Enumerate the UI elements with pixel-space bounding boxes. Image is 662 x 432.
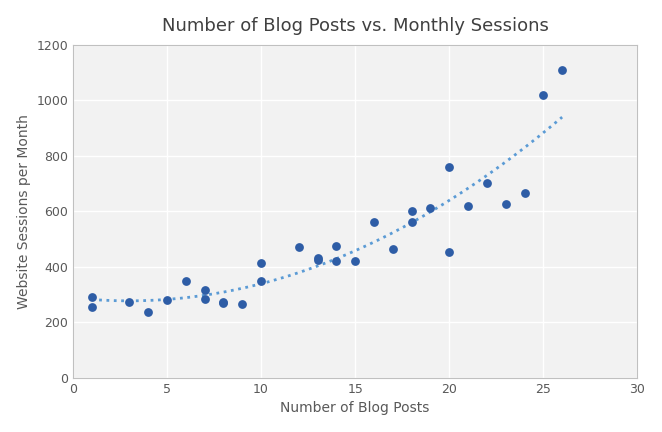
Y-axis label: Website Sessions per Month: Website Sessions per Month — [17, 114, 30, 309]
Point — [444, 248, 455, 255]
X-axis label: Number of Blog Posts: Number of Blog Posts — [281, 401, 430, 415]
Point — [369, 219, 379, 226]
Point — [256, 277, 266, 284]
Point — [406, 208, 417, 215]
Point — [463, 202, 473, 209]
Point — [312, 257, 323, 264]
Point — [331, 258, 342, 265]
Point — [256, 259, 266, 266]
Point — [481, 180, 492, 187]
Point — [237, 301, 248, 308]
Point — [143, 308, 154, 315]
Point — [218, 298, 229, 305]
Point — [331, 242, 342, 249]
Point — [444, 163, 455, 170]
Point — [199, 287, 210, 294]
Point — [87, 294, 97, 301]
Point — [87, 304, 97, 311]
Point — [425, 205, 436, 212]
Point — [387, 245, 398, 252]
Point — [538, 91, 549, 98]
Point — [218, 299, 229, 306]
Point — [162, 297, 172, 304]
Point — [181, 277, 191, 284]
Point — [124, 298, 134, 305]
Point — [350, 258, 361, 265]
Point — [199, 295, 210, 302]
Point — [312, 255, 323, 262]
Point — [557, 66, 567, 73]
Title: Number of Blog Posts vs. Monthly Sessions: Number of Blog Posts vs. Monthly Session… — [162, 17, 549, 35]
Point — [406, 219, 417, 226]
Point — [293, 244, 304, 251]
Point — [519, 190, 530, 197]
Point — [500, 201, 511, 208]
